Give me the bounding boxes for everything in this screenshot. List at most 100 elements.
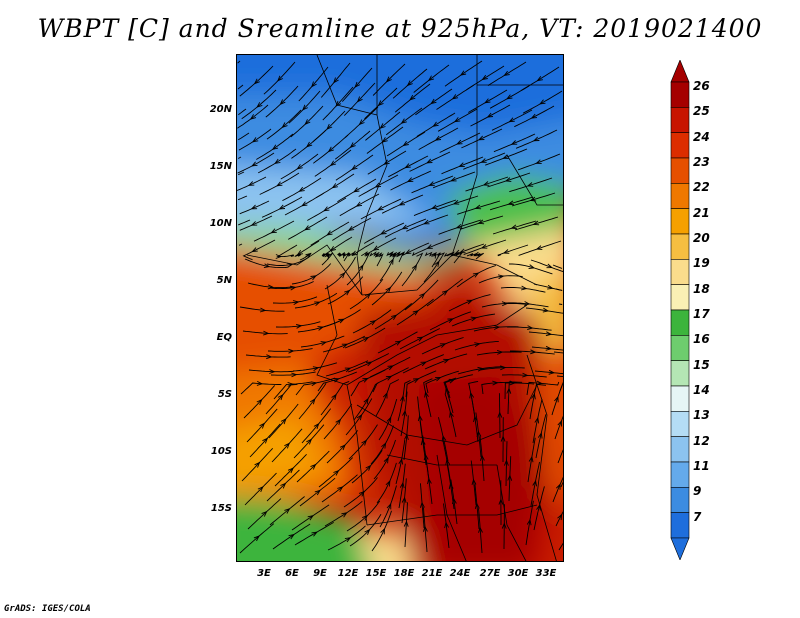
streamline-arrow — [420, 361, 428, 367]
streamline — [318, 457, 354, 488]
streamline — [528, 331, 563, 337]
streamline-arrow — [474, 502, 480, 510]
streamline — [346, 252, 371, 286]
streamline-arrow — [404, 249, 412, 255]
streamline-arrow — [450, 176, 457, 182]
streamline-arrow — [385, 76, 392, 83]
streamline-arrow — [422, 525, 428, 532]
streamline — [530, 259, 563, 273]
streamline-arrow — [522, 372, 529, 378]
streamline — [525, 307, 563, 314]
streamline — [388, 155, 429, 178]
streamline — [325, 360, 369, 377]
colorbar-label: 16 — [693, 332, 710, 347]
streamline — [290, 105, 324, 138]
streamline-arrow — [354, 81, 361, 88]
streamline — [269, 281, 314, 290]
streamline-arrow — [477, 366, 485, 372]
streamline-arrow — [423, 219, 430, 225]
colorbar-swatch — [670, 183, 690, 209]
streamline-arrow — [459, 70, 467, 76]
streamline — [238, 219, 251, 226]
streamline — [238, 108, 247, 116]
streamline-arrow — [482, 181, 490, 186]
streamline — [238, 128, 272, 151]
streamline-arrow — [295, 323, 303, 329]
streamline — [269, 496, 305, 526]
streamline — [298, 383, 327, 420]
streamline-arrow — [492, 380, 499, 386]
streamline-arrow — [305, 141, 313, 148]
streamline — [284, 192, 325, 216]
streamline — [443, 251, 464, 264]
streamline-arrow — [277, 75, 283, 82]
streamline — [263, 61, 296, 95]
lat-label: 15N — [209, 161, 232, 172]
streamline-arrow — [458, 162, 465, 167]
colorbar-label: 18 — [693, 281, 710, 296]
streamline — [294, 240, 320, 257]
streamline-arrow — [311, 81, 317, 88]
streamline — [398, 463, 406, 509]
colorbar-swatch — [670, 385, 690, 412]
streamline — [372, 63, 406, 96]
lon-label: 6E — [285, 568, 299, 579]
streamline — [424, 251, 442, 268]
streamline-arrow — [503, 459, 509, 466]
streamline — [478, 275, 523, 284]
streamline-arrow — [548, 369, 556, 375]
streamline-arrow — [402, 140, 409, 147]
streamline-arrow — [312, 366, 320, 371]
streamline-arrow — [362, 514, 369, 521]
colorbar-label: 21 — [693, 205, 710, 220]
streamline — [379, 485, 397, 528]
streamline-arrow — [451, 497, 457, 505]
streamline — [460, 215, 504, 230]
streamline — [321, 474, 358, 503]
streamline-arrow — [274, 158, 281, 165]
streamline — [327, 276, 364, 305]
streamline — [321, 236, 353, 257]
streamline — [239, 215, 273, 231]
streamline-arrow — [432, 121, 439, 127]
streamline-arrow — [358, 119, 365, 126]
grads-credit: GrADS: IGES/COLA — [4, 604, 91, 614]
streamline — [507, 326, 552, 331]
colorbar-label: 24 — [693, 129, 710, 144]
streamline-arrow — [309, 398, 316, 405]
streamline — [481, 303, 527, 308]
streamline-arrow — [411, 264, 418, 271]
streamline — [241, 447, 274, 482]
streamline-arrow — [310, 463, 317, 470]
streamline-arrow — [310, 275, 317, 281]
colorbar-swatch — [670, 81, 690, 108]
streamline — [347, 241, 375, 257]
streamline-arrow — [532, 136, 540, 142]
streamline — [454, 340, 499, 351]
streamline — [507, 381, 523, 415]
streamline — [487, 172, 531, 188]
streamline — [349, 513, 382, 547]
streamline — [339, 193, 380, 217]
streamline — [529, 383, 547, 420]
streamline-arrow — [251, 161, 258, 167]
streamline — [492, 220, 537, 235]
streamline — [450, 479, 458, 525]
streamline — [556, 375, 563, 378]
streamline — [351, 449, 383, 484]
streamline-arrow — [386, 502, 392, 510]
colorbar-swatch — [670, 335, 690, 361]
streamline-arrow — [351, 250, 358, 256]
streamline — [392, 68, 428, 99]
streamline-arrow — [484, 98, 491, 104]
streamline-arrow — [431, 252, 437, 259]
streamline-arrow — [530, 113, 538, 119]
colorbar-swatch — [670, 411, 690, 437]
streamline — [505, 441, 508, 487]
streamline — [438, 417, 449, 462]
streamline-arrow — [380, 229, 387, 235]
streamline-arrow — [311, 531, 318, 537]
streamline — [395, 440, 406, 485]
streamline — [498, 393, 501, 438]
streamline — [271, 428, 303, 463]
